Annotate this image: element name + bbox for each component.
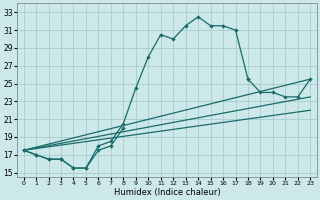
X-axis label: Humidex (Indice chaleur): Humidex (Indice chaleur) bbox=[114, 188, 220, 197]
